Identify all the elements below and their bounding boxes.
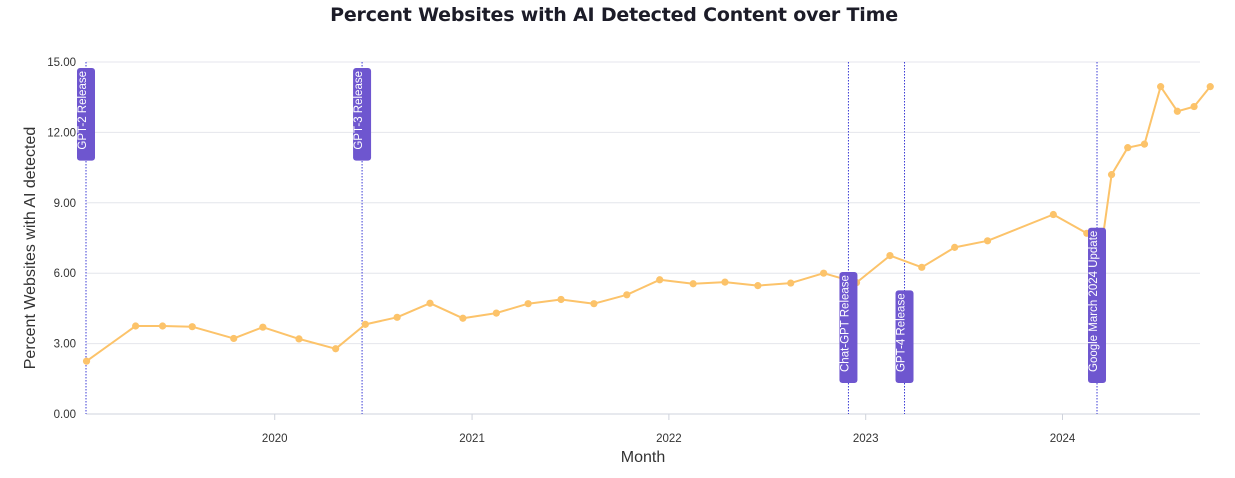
annotation-label-text: Chat-GPT Release [839, 275, 851, 372]
data-point [918, 263, 926, 271]
data-point [623, 291, 631, 299]
x-axis-title: Month [621, 449, 665, 466]
data-point [886, 252, 894, 260]
data-point [188, 323, 196, 331]
series-line [85, 85, 1211, 363]
y-axis-title: Percent Websites with AI detected [22, 127, 39, 370]
x-tick-label: 2020 [262, 433, 288, 445]
data-point [689, 280, 697, 288]
data-point [1124, 144, 1132, 152]
data-point [1157, 83, 1165, 91]
data-point [361, 320, 369, 328]
data-point [524, 300, 532, 308]
data-point [132, 322, 140, 330]
y-tick-label: 9.00 [54, 198, 76, 210]
data-point [721, 278, 729, 286]
data-point [1140, 140, 1149, 148]
grid-lines [86, 61, 1200, 415]
y-tick-label: 6.00 [54, 268, 76, 280]
annotation-lines [85, 62, 1098, 414]
chart-title: Percent Websites with AI Detected Conten… [330, 4, 898, 26]
annotation-label-text: GPT-4 Release [896, 293, 908, 372]
data-point [332, 345, 340, 353]
y-tick-label: 12.00 [47, 127, 76, 139]
annotation-label: Google March 2024 Update [1088, 227, 1107, 383]
data-point [820, 269, 828, 277]
annotation-labels: GPT-2 Release GPT-3 Release Chat-GPT Relea… [77, 68, 1107, 383]
data-point [1049, 210, 1057, 219]
data-point [1107, 171, 1116, 179]
y-tick-label: 0.00 [54, 409, 76, 421]
annotation-label-text: Google March 2024 Update [1088, 231, 1100, 372]
x-tick-label: 2024 [1050, 433, 1076, 445]
data-point [492, 309, 500, 317]
annotation-label-text: GPT-2 Release [77, 71, 89, 150]
data-point [158, 322, 167, 330]
data-point [82, 357, 91, 365]
x-tick-label: 2022 [656, 433, 682, 445]
x-tick-label: 2023 [853, 433, 879, 445]
data-point [230, 334, 238, 343]
data-point [426, 299, 434, 307]
data-point [295, 335, 303, 343]
data-point [656, 276, 664, 284]
annotation-label-box [353, 68, 372, 161]
annotation-label: GPT-3 Release [353, 68, 372, 161]
axis-titles: Month Percent Websites with AI detected [22, 127, 665, 466]
annotation-label: GPT-4 Release [895, 290, 914, 383]
y-tick-label: 3.00 [54, 339, 76, 351]
axes: 0.00 3.00 6.00 9.00 12.00 15.00 2020 2021 2022 20… [47, 57, 1076, 445]
annotation-label-text: GPT-3 Release [353, 71, 365, 150]
data-point [393, 313, 401, 321]
data-point [1206, 83, 1214, 91]
annotation-label-box [77, 68, 95, 161]
data-point [951, 243, 959, 251]
series [82, 83, 1214, 365]
annotation-label: Chat-GPT Release [839, 272, 858, 383]
data-point [983, 237, 992, 245]
x-tick-label: 2021 [459, 433, 485, 445]
annotation-label: GPT-2 Release [77, 68, 95, 161]
data-point [459, 314, 467, 322]
data-point [754, 282, 762, 290]
annotation-label-box [839, 272, 858, 383]
data-point [1173, 107, 1181, 115]
data-point [259, 323, 267, 331]
data-point [557, 295, 565, 304]
annotation-label-box [1088, 227, 1107, 383]
annotation-label-box [895, 290, 914, 383]
data-point [1190, 102, 1198, 111]
data-point [787, 279, 795, 287]
y-tick-label: 15.00 [47, 57, 76, 69]
data-point [590, 300, 598, 308]
